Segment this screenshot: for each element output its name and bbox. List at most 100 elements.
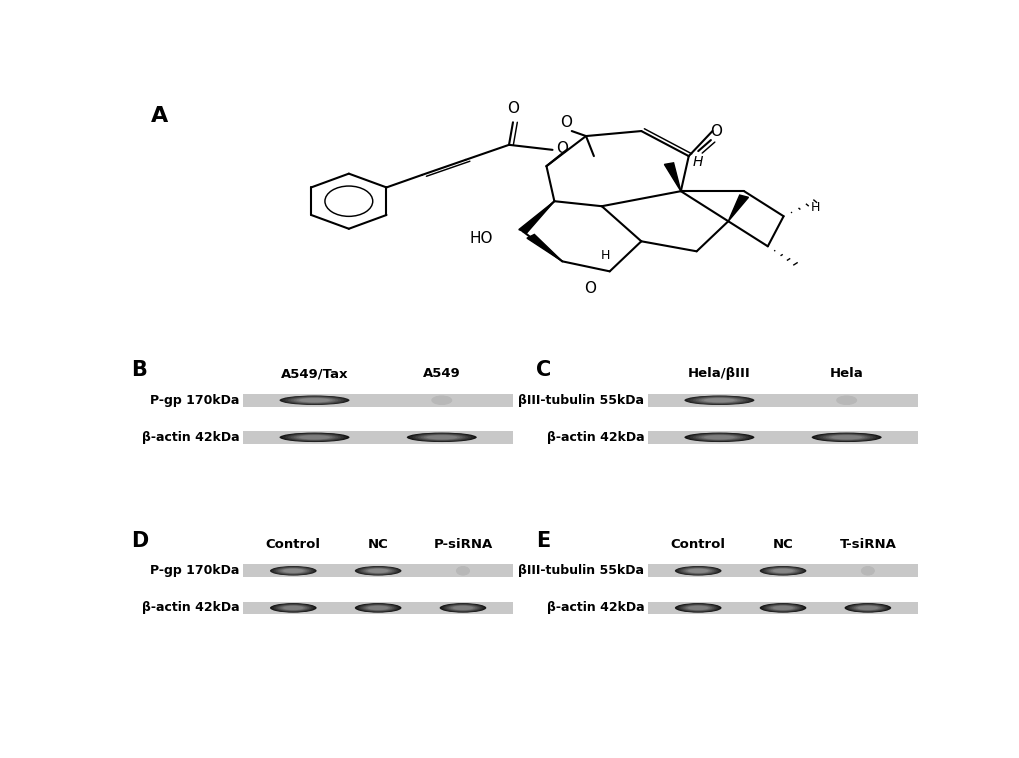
Ellipse shape [459, 568, 466, 573]
Ellipse shape [861, 566, 873, 575]
Ellipse shape [273, 567, 313, 575]
Polygon shape [663, 163, 681, 191]
Ellipse shape [446, 605, 478, 611]
Ellipse shape [764, 604, 800, 612]
Ellipse shape [431, 396, 451, 405]
Ellipse shape [460, 568, 466, 573]
Ellipse shape [676, 566, 719, 575]
Ellipse shape [864, 568, 870, 573]
Ellipse shape [272, 603, 315, 612]
Text: O: O [559, 115, 572, 130]
Ellipse shape [862, 568, 872, 574]
Ellipse shape [816, 434, 875, 441]
Ellipse shape [675, 566, 720, 575]
Ellipse shape [297, 398, 332, 402]
Ellipse shape [432, 396, 450, 404]
Ellipse shape [285, 434, 343, 441]
Ellipse shape [457, 566, 469, 575]
Ellipse shape [366, 606, 390, 610]
Text: Control: Control [266, 537, 321, 550]
Ellipse shape [281, 606, 305, 610]
Ellipse shape [275, 567, 311, 575]
Ellipse shape [287, 434, 340, 441]
Ellipse shape [297, 435, 332, 440]
Ellipse shape [452, 606, 473, 610]
Text: Control: Control [671, 537, 725, 550]
FancyBboxPatch shape [647, 565, 917, 577]
Ellipse shape [770, 606, 795, 610]
Ellipse shape [455, 566, 470, 575]
Ellipse shape [676, 603, 719, 612]
Ellipse shape [285, 396, 343, 404]
Ellipse shape [368, 568, 388, 573]
Ellipse shape [357, 566, 399, 575]
Ellipse shape [432, 396, 451, 405]
Ellipse shape [282, 396, 346, 405]
Polygon shape [527, 234, 561, 262]
Ellipse shape [277, 605, 309, 611]
Ellipse shape [863, 568, 871, 574]
Ellipse shape [682, 605, 713, 611]
Ellipse shape [279, 568, 307, 574]
Ellipse shape [360, 604, 395, 612]
Ellipse shape [458, 568, 468, 574]
FancyBboxPatch shape [243, 602, 513, 614]
Ellipse shape [770, 568, 795, 573]
Ellipse shape [421, 434, 463, 440]
Ellipse shape [768, 605, 796, 611]
Ellipse shape [281, 568, 305, 573]
Text: β-actin 42kDa: β-actin 42kDa [546, 601, 644, 615]
Text: Hela: Hela [829, 367, 863, 380]
Ellipse shape [759, 603, 806, 612]
Ellipse shape [830, 435, 861, 440]
Ellipse shape [290, 397, 338, 403]
Ellipse shape [700, 435, 737, 440]
Ellipse shape [270, 566, 316, 575]
Text: P-siRNA: P-siRNA [433, 537, 492, 550]
FancyBboxPatch shape [243, 431, 513, 443]
Ellipse shape [684, 568, 711, 574]
Ellipse shape [410, 433, 474, 442]
Ellipse shape [764, 567, 800, 575]
Ellipse shape [851, 605, 882, 611]
Ellipse shape [836, 396, 856, 405]
Text: β-actin 42kDa: β-actin 42kDa [142, 431, 239, 444]
Ellipse shape [282, 568, 304, 573]
Ellipse shape [762, 604, 802, 612]
Ellipse shape [848, 604, 887, 612]
Ellipse shape [689, 396, 748, 404]
Ellipse shape [678, 567, 717, 575]
Ellipse shape [687, 433, 751, 442]
Ellipse shape [675, 603, 720, 612]
Polygon shape [728, 195, 748, 221]
Ellipse shape [813, 433, 878, 442]
Ellipse shape [445, 604, 480, 612]
Text: βIII-tubulin 55kDa: βIII-tubulin 55kDa [518, 564, 644, 578]
Ellipse shape [282, 606, 304, 610]
Ellipse shape [841, 398, 851, 402]
Ellipse shape [423, 435, 460, 440]
Ellipse shape [282, 433, 346, 442]
Ellipse shape [680, 567, 715, 575]
Ellipse shape [853, 605, 881, 611]
Ellipse shape [759, 566, 806, 575]
Ellipse shape [844, 603, 891, 612]
Ellipse shape [360, 567, 395, 575]
Ellipse shape [861, 567, 873, 575]
Polygon shape [519, 201, 554, 233]
Ellipse shape [433, 396, 449, 404]
Ellipse shape [682, 568, 713, 574]
Ellipse shape [448, 605, 477, 611]
Ellipse shape [703, 398, 734, 402]
Text: NC: NC [772, 537, 793, 550]
Ellipse shape [857, 606, 877, 610]
Text: C: C [536, 360, 551, 381]
Ellipse shape [366, 568, 390, 573]
Ellipse shape [689, 434, 748, 441]
Ellipse shape [279, 433, 350, 442]
Text: β-actin 42kDa: β-actin 42kDa [142, 601, 239, 615]
Ellipse shape [684, 433, 754, 442]
Text: HO: HO [469, 231, 492, 246]
Ellipse shape [418, 434, 465, 440]
Ellipse shape [692, 434, 745, 441]
